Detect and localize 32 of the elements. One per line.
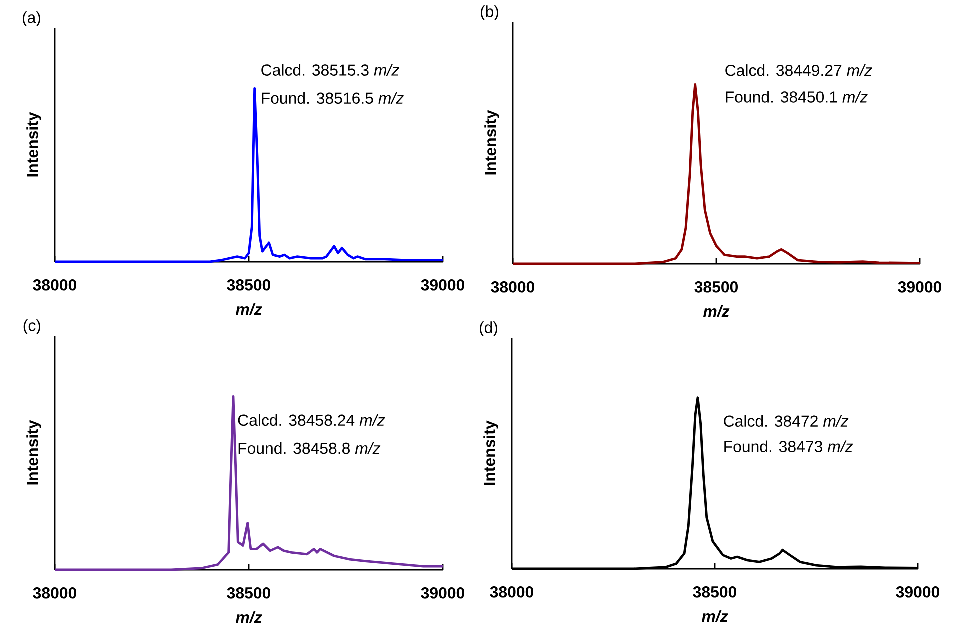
annotation: Calcd. 38458.24 m/z (238, 414, 386, 426)
x-tick-label: 38500 (694, 282, 738, 293)
x-tick-label: 38000 (33, 280, 76, 291)
x-tick-label: 39000 (421, 280, 464, 291)
x-axis-title: m/z (236, 612, 262, 624)
annotation: Calcd. 38472 m/z (724, 415, 849, 428)
x-tick-label: 38500 (227, 588, 270, 599)
x-tick-label: 38000 (491, 282, 534, 293)
text: Calcd. 38515.3 m/z (262, 64, 400, 76)
x-axis-title: m/z (236, 304, 262, 316)
annotation: Found. 38450.1 m/z (726, 91, 868, 103)
x-axis-title: m/z (703, 306, 730, 318)
chart-title: (a) (22, 12, 40, 26)
chart-title: (d) (480, 322, 498, 336)
y-axis-title: Intensity (26, 112, 42, 177)
text: Calcd. 38449.27 m/z (726, 64, 872, 76)
x-tick-label: 38000 (33, 588, 76, 599)
chart-title: (c) (24, 320, 40, 334)
x-tick-label: 38500 (227, 280, 270, 291)
chart-title: (b) (480, 6, 498, 20)
x-tick-label: 39000 (898, 282, 942, 293)
y-axis-title: Intensity (484, 420, 498, 486)
x-tick-label: 39000 (896, 586, 940, 598)
annotation: Found. 38473 m/z (724, 440, 854, 452)
y-axis-title: Intensity (484, 110, 500, 175)
x-tick-label: 39000 (421, 588, 464, 599)
annotation: Found. 38516.5 m/z (262, 92, 404, 104)
y-axis-title: Intensity (26, 420, 42, 485)
annotation: Found. 38458.8 m/z (238, 442, 381, 454)
x-tick-label: 38500 (693, 586, 736, 598)
x-tick-label: 38000 (490, 586, 534, 598)
x-axis-title: m/z (702, 610, 728, 622)
